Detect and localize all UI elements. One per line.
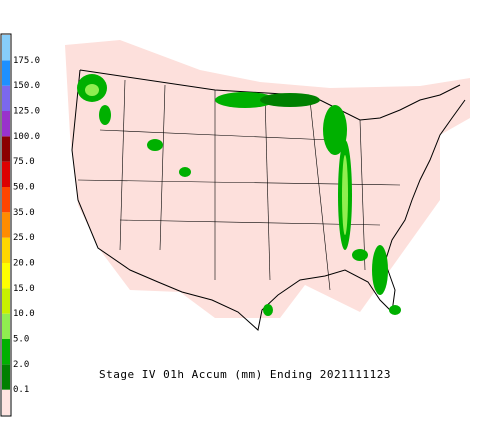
- legend-label: 50.0: [13, 183, 35, 193]
- legend-label: 5.0: [13, 335, 29, 345]
- legend-band: [2, 35, 10, 61]
- legend-band: [2, 389, 10, 415]
- legend-band: [2, 136, 10, 162]
- legend-label: 0.1: [13, 385, 29, 395]
- legend-band: [2, 364, 10, 390]
- legend-label: 20.0: [13, 259, 35, 269]
- coastline: [71, 69, 466, 331]
- legend-band: [2, 60, 10, 86]
- legend-label: 75.0: [13, 157, 35, 167]
- legend-label: 175.0: [13, 56, 40, 66]
- legend-band: [2, 263, 10, 289]
- legend-band: [2, 187, 10, 213]
- legend-label: 35.0: [13, 208, 35, 218]
- legend-label: 100.0: [13, 132, 40, 142]
- legend-label: 2.0: [13, 360, 29, 370]
- legend-label: 150.0: [13, 81, 40, 91]
- caption: Stage IV 01h Accum (mm) Ending 202111112…: [99, 368, 391, 381]
- precip-areas: [77, 74, 401, 316]
- legend-band: [2, 111, 10, 137]
- legend-label: 15.0: [13, 284, 35, 294]
- legend-band: [2, 339, 10, 365]
- legend-band: [2, 212, 10, 238]
- legend-band: [2, 161, 10, 187]
- legend-band: [2, 313, 10, 339]
- legend-band: [2, 288, 10, 314]
- legend-band: [2, 237, 10, 263]
- legend-label: 10.0: [13, 309, 35, 319]
- legend-frame: [0, 33, 12, 417]
- legend-band: [2, 85, 10, 111]
- legend-label: 25.0: [13, 233, 35, 243]
- legend-label: 125.0: [13, 107, 40, 117]
